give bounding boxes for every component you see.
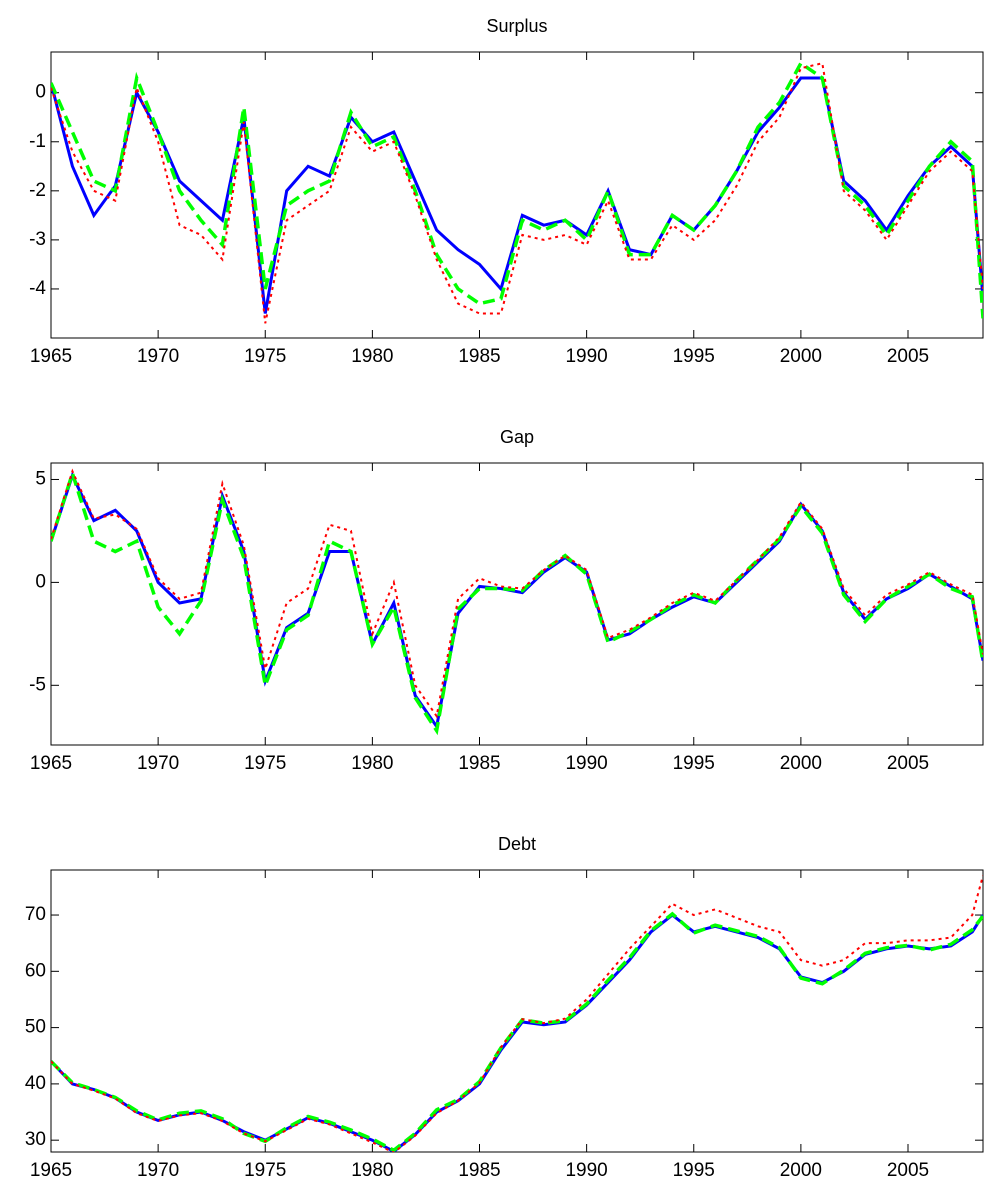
x-tick-label: 1975 [244, 753, 286, 774]
x-tick-label: 2000 [780, 753, 822, 774]
x-tick-label: 1990 [565, 1160, 607, 1181]
x-tick-label: 2005 [887, 753, 929, 774]
x-tick-label: 1995 [673, 753, 715, 774]
y-tick-label: 0 [35, 82, 46, 103]
y-tick-label: 60 [25, 960, 46, 981]
plot-area [50, 462, 984, 746]
x-tick-label: 1970 [137, 753, 179, 774]
y-tick-label: -1 [29, 131, 46, 152]
x-tick-label: 1970 [137, 1160, 179, 1181]
series-line [51, 468, 983, 719]
y-tick-label: -3 [29, 229, 46, 250]
y-tick-label: -2 [29, 180, 46, 201]
chart-title: Debt [498, 834, 536, 854]
y-tick-label: 0 [35, 571, 46, 592]
x-tick-label: 1965 [30, 346, 72, 367]
series-line [51, 62, 983, 324]
series-line [51, 467, 983, 736]
x-tick-label: 1980 [351, 753, 393, 774]
y-tick-label: 30 [25, 1129, 46, 1150]
plot-area [50, 51, 984, 339]
x-tick-label: 1980 [351, 1160, 393, 1181]
x-tick-label: 1985 [458, 753, 500, 774]
x-tick-label: 2000 [780, 1160, 822, 1181]
plot-area [50, 869, 984, 1153]
x-tick-label: 1990 [565, 753, 607, 774]
y-tick-label: -4 [29, 278, 46, 299]
x-tick-label: 1995 [673, 1160, 715, 1181]
x-tick-label: 1975 [244, 1160, 286, 1181]
x-tick-label: 1995 [673, 346, 715, 367]
y-tick-label: 50 [25, 1017, 46, 1038]
x-tick-label: 1975 [244, 346, 286, 367]
y-tick-label: 70 [25, 904, 46, 925]
x-tick-label: 1985 [458, 346, 500, 367]
chart-title: Surplus [486, 16, 547, 36]
x-tick-label: 2005 [887, 346, 929, 367]
x-tick-label: 2005 [887, 1160, 929, 1181]
y-tick-label: 5 [35, 468, 46, 489]
x-tick-label: 1980 [351, 346, 393, 367]
x-tick-label: 2000 [780, 346, 822, 367]
x-tick-label: 1985 [458, 1160, 500, 1181]
y-tick-label: 40 [25, 1073, 46, 1094]
x-tick-label: 1970 [137, 346, 179, 367]
chart-title: Gap [500, 427, 534, 447]
x-tick-label: 1990 [565, 346, 607, 367]
y-tick-label: -5 [29, 674, 46, 695]
series-line [51, 875, 983, 1152]
x-tick-label: 1965 [30, 1160, 72, 1181]
x-tick-label: 1965 [30, 753, 72, 774]
